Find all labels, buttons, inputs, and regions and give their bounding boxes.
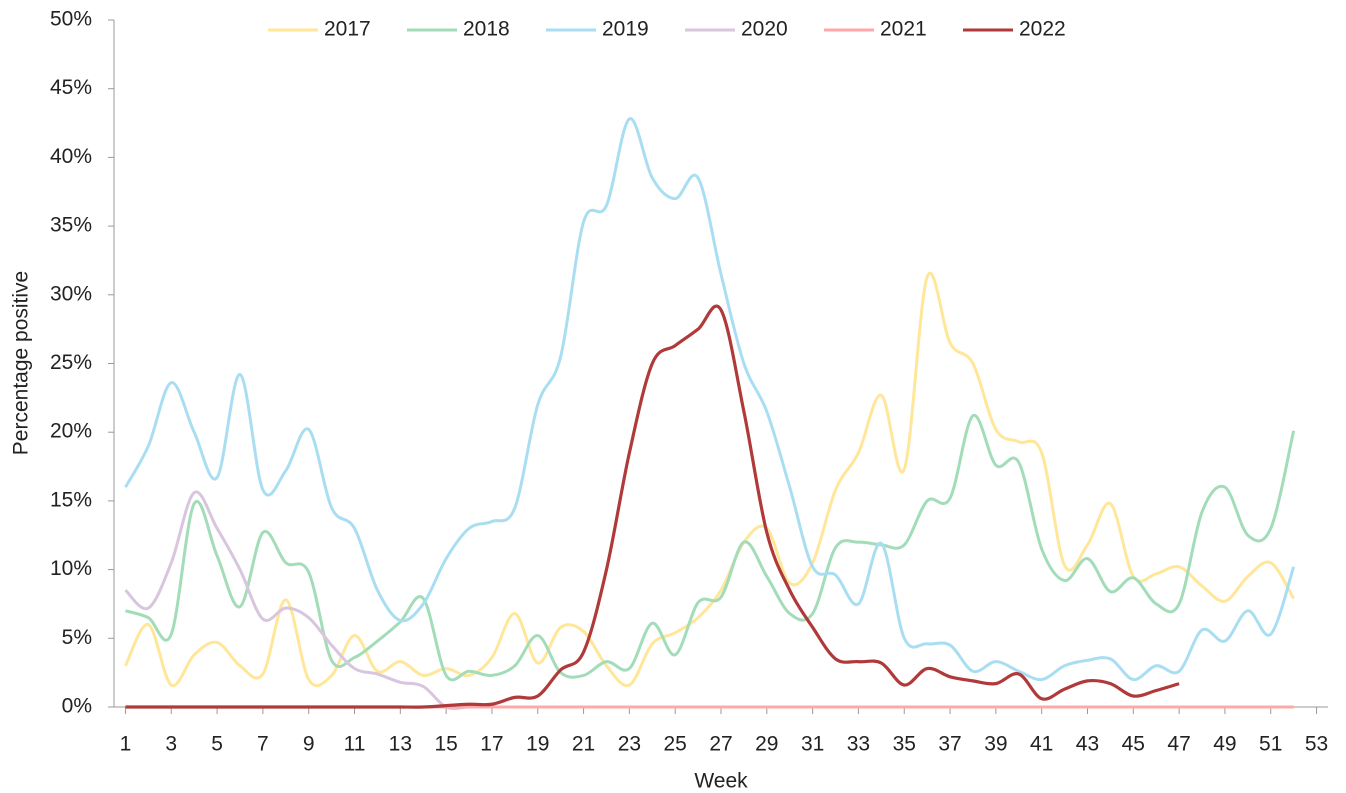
legend-label: 2020 xyxy=(741,18,788,41)
x-axis-title: Week xyxy=(694,770,748,793)
x-tick-label: 15 xyxy=(434,733,457,756)
x-tick-label: 27 xyxy=(709,733,732,756)
x-tick-label: 35 xyxy=(893,733,916,756)
x-tick-label: 1 xyxy=(120,733,132,756)
x-tick-label: 25 xyxy=(664,733,687,756)
y-tick-label: 50% xyxy=(50,8,92,31)
legend-label: 2021 xyxy=(880,18,927,41)
series-line xyxy=(125,304,1180,709)
x-tick-label: 41 xyxy=(1030,733,1053,756)
x-tick-label: 43 xyxy=(1076,733,1099,756)
y-tick-label: 0% xyxy=(62,695,92,718)
legend-label: 2022 xyxy=(1019,18,1066,41)
x-tick-label: 17 xyxy=(480,733,503,756)
y-tick-label: 5% xyxy=(62,626,92,649)
y-tick-label: 10% xyxy=(50,557,92,580)
y-tick-label: 15% xyxy=(50,488,92,511)
y-axis-title: Percentage positive xyxy=(10,271,33,455)
x-tick-label: 23 xyxy=(618,733,641,756)
x-tick-label: 21 xyxy=(572,733,595,756)
x-tick-label: 47 xyxy=(1167,733,1190,756)
x-tick-label: 49 xyxy=(1213,733,1236,756)
x-tick-label: 19 xyxy=(526,733,549,756)
x-tick-label: 51 xyxy=(1259,733,1282,756)
x-tick-label: 7 xyxy=(257,733,269,756)
y-tick-label: 45% xyxy=(50,76,92,99)
x-tick-label: 13 xyxy=(389,733,412,756)
x-tick-label: 31 xyxy=(801,733,824,756)
x-tick-label: 33 xyxy=(847,733,870,756)
x-tick-label: 37 xyxy=(938,733,961,756)
x-tick-label: 53 xyxy=(1305,733,1328,756)
x-tick-label: 5 xyxy=(211,733,223,756)
series-line xyxy=(124,117,1296,682)
x-tick-label: 11 xyxy=(344,733,366,756)
legend-label: 2019 xyxy=(602,18,649,41)
x-tick-label: 9 xyxy=(303,733,315,756)
legend-label: 2017 xyxy=(324,18,371,41)
y-tick-label: 20% xyxy=(50,420,92,443)
x-tick-label: 45 xyxy=(1122,733,1145,756)
y-tick-label: 40% xyxy=(50,145,92,168)
y-tick-label: 35% xyxy=(50,214,92,237)
series-line xyxy=(124,271,1295,688)
legend-label: 2018 xyxy=(463,18,510,41)
y-tick-label: 30% xyxy=(50,282,92,305)
series-line xyxy=(125,414,1296,682)
y-tick-label: 25% xyxy=(50,351,92,374)
x-tick-label: 29 xyxy=(755,733,778,756)
x-tick-label: 3 xyxy=(165,733,177,756)
x-tick-label: 39 xyxy=(984,733,1007,756)
